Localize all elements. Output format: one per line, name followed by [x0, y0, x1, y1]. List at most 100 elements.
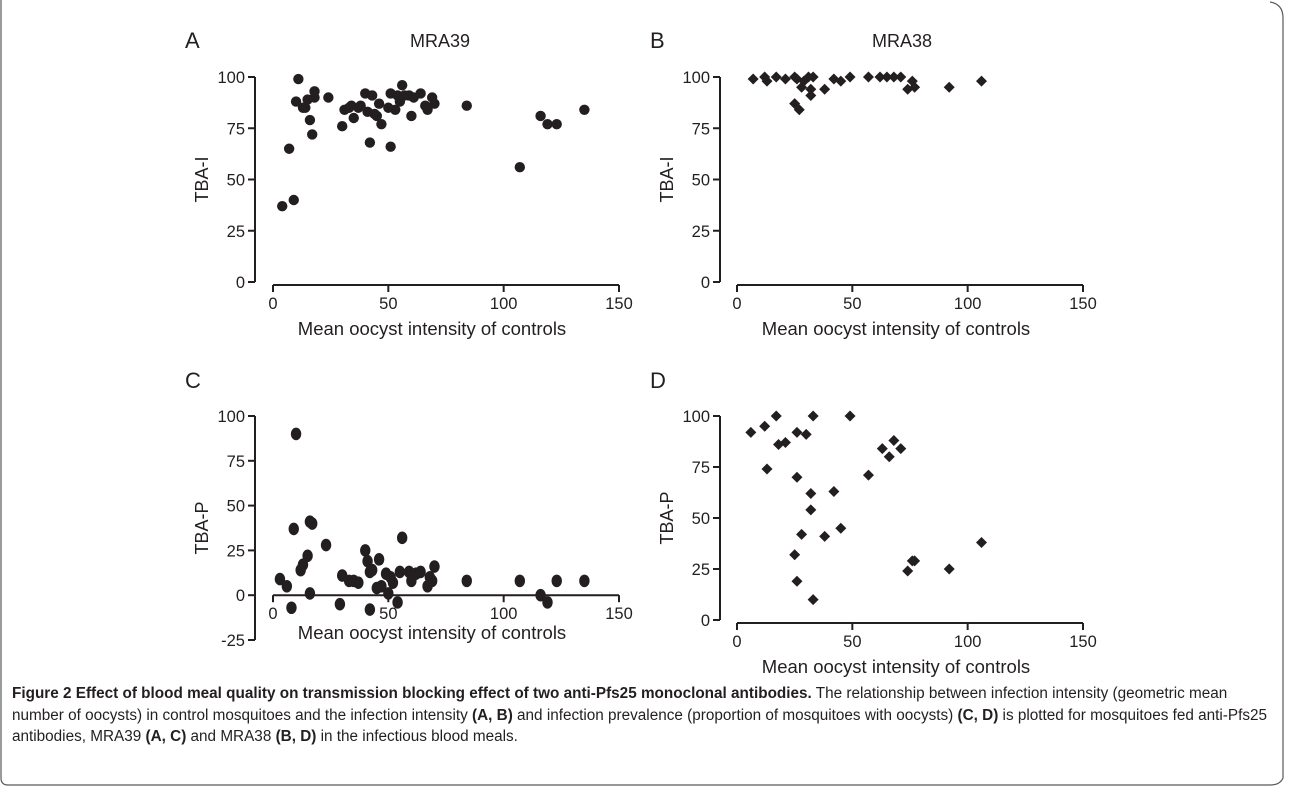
- data-point: [355, 100, 366, 111]
- data-point: [747, 73, 759, 85]
- x-tick-label: 150: [1069, 295, 1097, 313]
- y-tick-label: 50: [692, 172, 710, 190]
- y-tick-label: 25: [227, 542, 245, 560]
- data-point: [888, 71, 900, 83]
- data-point: [796, 528, 808, 540]
- data-point: [819, 83, 831, 95]
- data-point: [761, 75, 773, 87]
- data-point: [943, 563, 955, 575]
- data-point: [283, 143, 295, 154]
- data-point: [909, 81, 921, 93]
- x-tick-label: 150: [605, 295, 633, 313]
- panel-label: A: [185, 28, 200, 53]
- data-point: [307, 129, 318, 140]
- data-point: [807, 594, 819, 606]
- data-point: [415, 565, 426, 579]
- data-point: [334, 597, 346, 611]
- x-tick-label: 50: [379, 295, 397, 313]
- data-point: [862, 469, 874, 481]
- data-point: [290, 96, 302, 107]
- data-point: [320, 538, 332, 552]
- data-point: [876, 443, 888, 455]
- data-point: [288, 522, 299, 536]
- data-point: [791, 471, 803, 483]
- data-point: [348, 112, 359, 124]
- data-point: [373, 98, 385, 109]
- data-point: [535, 588, 546, 602]
- data-point: [394, 565, 406, 579]
- data-point: [535, 110, 546, 122]
- panel-label: C: [185, 368, 201, 393]
- data-point: [396, 80, 408, 91]
- x-axis-label: Mean oocyst intensity of controls: [762, 318, 1030, 339]
- figure-caption: Figure 2 Effect of blood meal quality on…: [12, 683, 1277, 748]
- data-point: [383, 587, 394, 600]
- data-point: [883, 451, 895, 463]
- data-point: [828, 485, 840, 497]
- data-point: [376, 579, 387, 593]
- data-point: [364, 603, 376, 616]
- panel-d: D 0 25 50 75 100 TBA-P 0 50 100 150 Mean oocyst int…: [650, 368, 1097, 677]
- x-tick-label: 50: [843, 633, 861, 651]
- data-point: [307, 517, 318, 530]
- x-tick-label: 50: [379, 605, 397, 623]
- data-point: [286, 601, 297, 615]
- data-point: [745, 426, 757, 438]
- y-tick-label: -25: [221, 632, 245, 650]
- panel-title: MRA39: [410, 31, 470, 51]
- data-point: [759, 420, 771, 432]
- caption-ref: (A, B): [472, 706, 513, 724]
- y-tick-label: 100: [217, 69, 245, 87]
- data-point: [461, 100, 472, 111]
- y-tick-label: 50: [227, 172, 245, 190]
- data-point: [542, 118, 553, 130]
- data-point: [422, 104, 433, 116]
- panel-label: D: [650, 368, 666, 393]
- data-point: [387, 576, 399, 589]
- data-point: [337, 121, 348, 132]
- data-point: [895, 443, 907, 455]
- data-point: [888, 434, 900, 446]
- x-axis-label: Mean oocyst intensity of controls: [298, 622, 566, 643]
- data-point: [514, 574, 526, 588]
- data-point: [791, 426, 803, 438]
- data-point: [362, 554, 373, 568]
- x-tick-label: 100: [954, 295, 982, 313]
- data-point: [805, 83, 817, 95]
- data-point: [514, 162, 526, 173]
- y-axis-label: TBA-P: [192, 501, 212, 554]
- data-point: [791, 575, 803, 587]
- data-point: [461, 574, 472, 588]
- data-point: [396, 531, 408, 545]
- x-tick-label: 50: [843, 295, 861, 313]
- panel-a: A MRA39 0 25 50 75 100 TBA-I 0 50 100 150 Mean oocys…: [185, 28, 633, 339]
- data-point: [426, 574, 438, 588]
- data-point: [902, 83, 914, 95]
- data-point: [819, 530, 831, 542]
- panel-title: MRA38: [872, 31, 932, 51]
- data-point: [551, 118, 562, 130]
- data-point: [304, 587, 316, 600]
- x-axis-label: Mean oocyst intensity of controls: [762, 656, 1030, 677]
- data-point: [297, 558, 309, 572]
- x-tick-label: 150: [1069, 633, 1097, 651]
- data-point: [579, 104, 590, 116]
- data-point: [835, 522, 847, 534]
- x-tick-label: 0: [268, 295, 277, 313]
- data-point: [293, 73, 304, 85]
- y-tick-label: 100: [217, 408, 245, 426]
- data-point: [976, 75, 988, 87]
- panel-c: C -25 0 25 50 75 100 TBA-P 0 50 100 150 Mean oocyst …: [185, 368, 633, 650]
- x-tick-label: 150: [605, 605, 633, 623]
- data-point: [779, 437, 791, 449]
- data-point: [976, 536, 988, 548]
- data-point: [805, 89, 817, 101]
- data-point: [895, 71, 907, 83]
- data-point: [390, 104, 401, 116]
- caption-text: in the infectious blood meals.: [316, 728, 518, 745]
- data-point: [881, 71, 893, 83]
- data-point: [761, 463, 773, 475]
- data-point: [385, 141, 396, 152]
- x-tick-label: 0: [268, 605, 277, 623]
